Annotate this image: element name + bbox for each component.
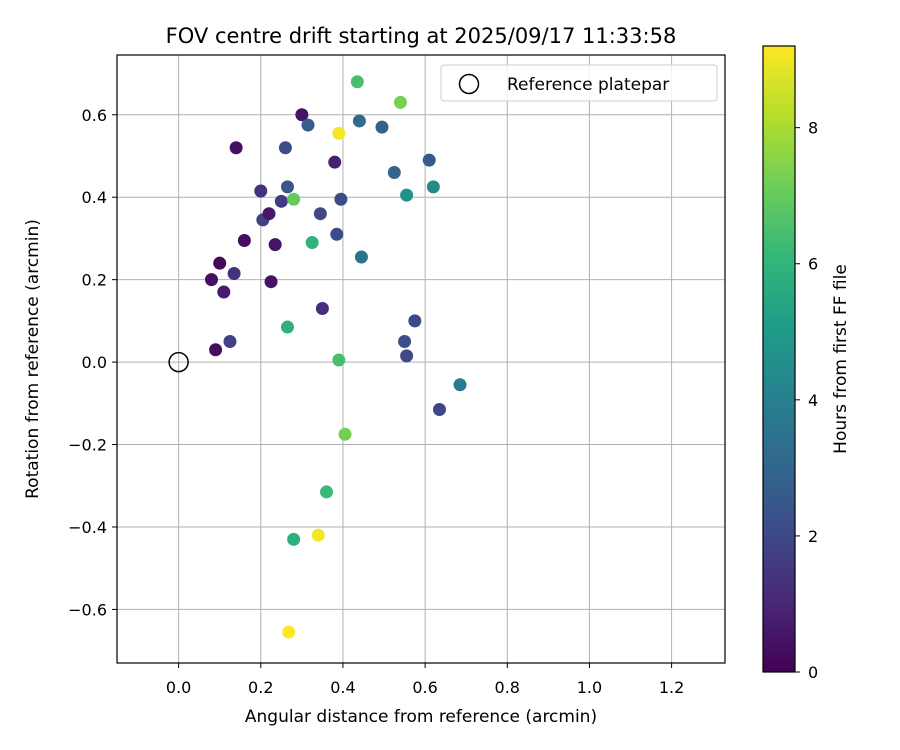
x-tick-label: 0.0 xyxy=(166,678,191,697)
data-point xyxy=(274,194,288,208)
x-tick-label: 1.2 xyxy=(659,678,684,697)
data-point xyxy=(354,250,368,264)
x-axis-label: Angular distance from reference (arcmin) xyxy=(245,707,597,727)
data-point xyxy=(311,528,325,542)
data-point xyxy=(313,207,327,221)
x-tick-label: 0.2 xyxy=(248,678,273,697)
data-point xyxy=(453,378,467,392)
data-point xyxy=(213,256,227,270)
colorbar-tick-label: 8 xyxy=(808,119,818,138)
scatter-points xyxy=(204,75,467,639)
colorbar-tick-label: 2 xyxy=(808,527,818,546)
data-point xyxy=(398,334,412,348)
data-point xyxy=(387,165,401,179)
data-point xyxy=(320,485,334,499)
y-tick-label: 0.2 xyxy=(82,271,107,290)
y-tick-label: −0.4 xyxy=(68,518,107,537)
data-point xyxy=(305,236,319,250)
data-point xyxy=(217,285,231,299)
reference-marker-layer xyxy=(168,351,189,373)
data-point xyxy=(223,334,237,348)
y-tick-label: 0.4 xyxy=(82,188,107,207)
x-axis-ticks: 0.0 0.2 0.4 0.6 0.8 1.0 1.2 xyxy=(166,663,684,697)
data-point xyxy=(237,233,251,247)
data-point xyxy=(264,275,278,289)
colorbar-tick-label: 0 xyxy=(808,663,818,682)
data-point xyxy=(352,114,366,128)
reference-platepar-marker xyxy=(168,351,189,373)
data-point xyxy=(280,180,294,194)
data-point xyxy=(408,314,422,328)
data-point xyxy=(330,227,344,241)
grid-lines xyxy=(117,55,725,663)
data-point xyxy=(262,207,276,221)
data-point xyxy=(350,75,364,89)
x-tick-label: 0.4 xyxy=(330,678,355,697)
data-point xyxy=(375,120,389,134)
y-axis-label: Rotation from reference (arcmin) xyxy=(23,219,43,499)
data-point xyxy=(280,320,294,334)
data-point xyxy=(301,118,315,132)
data-point xyxy=(254,184,268,198)
legend-marker-reference xyxy=(458,73,480,95)
data-point xyxy=(278,141,292,155)
data-point xyxy=(229,141,243,155)
data-point xyxy=(295,108,309,122)
data-point xyxy=(332,126,346,140)
data-point xyxy=(332,353,346,367)
colorbar-ticks: 0 2 4 6 8 xyxy=(795,119,818,682)
data-point xyxy=(393,95,407,109)
data-point xyxy=(287,192,301,206)
data-point xyxy=(282,625,296,639)
data-point xyxy=(328,155,342,169)
data-point xyxy=(338,427,352,441)
data-point xyxy=(432,402,446,416)
y-tick-label: −0.6 xyxy=(68,600,107,619)
plot-frame xyxy=(116,54,726,664)
data-point xyxy=(227,266,241,280)
data-point xyxy=(268,238,282,252)
data-point xyxy=(315,302,329,316)
data-point xyxy=(204,273,218,287)
y-axis-ticks: −0.6 −0.4 −0.2 0.0 0.2 0.4 0.6 xyxy=(68,106,117,619)
data-point xyxy=(426,180,440,194)
legend: Reference platepar xyxy=(440,64,718,102)
colorbar-label: Hours from first FF file xyxy=(831,264,851,454)
data-point xyxy=(209,343,223,357)
colorbar xyxy=(762,45,796,673)
data-point xyxy=(422,153,436,167)
x-tick-label: 0.8 xyxy=(495,678,520,697)
y-tick-label: 0.6 xyxy=(82,106,107,125)
y-tick-label: 0.0 xyxy=(82,353,107,372)
chart-title: FOV centre drift starting at 2025/09/17 … xyxy=(166,24,677,48)
y-tick-label: −0.2 xyxy=(68,436,107,455)
colorbar-tick-label: 4 xyxy=(808,391,818,410)
data-point xyxy=(334,192,348,206)
legend-label-reference: Reference platepar xyxy=(507,75,669,95)
data-point xyxy=(287,532,301,546)
colorbar-tick-label: 6 xyxy=(808,255,818,274)
data-point xyxy=(400,188,414,202)
legend-box xyxy=(440,64,718,102)
x-tick-label: 1.0 xyxy=(577,678,602,697)
data-point xyxy=(400,349,414,363)
x-tick-label: 0.6 xyxy=(412,678,437,697)
